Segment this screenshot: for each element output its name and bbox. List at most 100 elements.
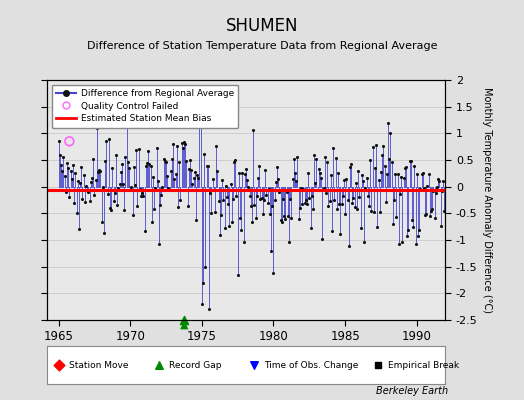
Point — [248, 219, 256, 225]
Point — [268, 203, 277, 209]
Point — [317, 175, 325, 181]
Point — [111, 190, 119, 196]
Point — [241, 171, 249, 177]
Point — [247, 203, 255, 209]
Point — [89, 156, 97, 162]
Point — [225, 223, 234, 230]
Point — [82, 183, 90, 189]
Point — [354, 168, 363, 174]
Point — [350, 195, 358, 201]
Point — [397, 173, 406, 180]
Point — [371, 165, 379, 171]
Point — [286, 196, 294, 202]
Point — [390, 197, 398, 203]
Point — [204, 163, 212, 170]
Point — [161, 158, 169, 164]
Point — [183, 203, 192, 209]
Point — [258, 211, 267, 218]
Point — [219, 197, 227, 203]
Point — [128, 212, 137, 218]
Point — [193, 172, 201, 178]
Point — [366, 157, 374, 164]
Point — [353, 206, 361, 212]
Point — [118, 160, 126, 167]
Point — [407, 158, 415, 164]
Point — [83, 187, 92, 194]
Point — [374, 177, 383, 184]
Point — [274, 176, 282, 182]
Point — [166, 187, 174, 193]
Point — [401, 165, 409, 171]
Point — [181, 141, 189, 148]
Point — [232, 193, 241, 200]
Point — [234, 272, 242, 278]
Point — [376, 209, 384, 216]
Point — [223, 194, 231, 200]
Point — [187, 167, 195, 173]
Point — [423, 183, 432, 189]
Point — [307, 225, 315, 231]
Point — [194, 175, 202, 182]
Point — [356, 224, 365, 231]
Point — [308, 193, 316, 200]
Point — [271, 179, 280, 185]
Point — [377, 168, 385, 175]
Point — [428, 206, 436, 212]
Point — [252, 214, 260, 221]
Point — [250, 202, 258, 208]
Point — [171, 171, 180, 178]
Point — [367, 208, 376, 214]
Point — [58, 168, 67, 174]
Point — [221, 225, 229, 231]
Y-axis label: Monthly Temperature Anomaly Difference (°C): Monthly Temperature Anomaly Difference (… — [482, 87, 492, 313]
Point — [103, 191, 112, 197]
Point — [76, 180, 84, 186]
Point — [321, 154, 329, 160]
Point — [380, 162, 389, 169]
Point — [150, 205, 158, 212]
Point — [63, 160, 71, 166]
Point — [299, 186, 308, 192]
Point — [170, 176, 179, 182]
Point — [207, 210, 215, 216]
Point — [97, 219, 106, 226]
Point — [189, 174, 198, 181]
Point — [65, 138, 73, 144]
Point — [139, 193, 148, 199]
Point — [218, 177, 226, 183]
Point — [129, 163, 138, 170]
Point — [126, 187, 135, 194]
Point — [342, 176, 351, 182]
Point — [363, 175, 371, 181]
Point — [257, 195, 266, 201]
Point — [152, 145, 161, 151]
Point — [59, 154, 68, 160]
Point — [427, 208, 435, 214]
Point — [244, 184, 253, 191]
Point — [188, 181, 196, 187]
Point — [279, 196, 287, 202]
Point — [301, 197, 310, 203]
Point — [348, 199, 356, 206]
Point — [124, 158, 132, 165]
Point — [265, 185, 273, 192]
Point — [78, 196, 86, 202]
Point — [72, 210, 81, 216]
Point — [304, 170, 312, 176]
Point — [433, 184, 441, 190]
Point — [237, 227, 245, 234]
Point — [191, 169, 199, 175]
Point — [172, 142, 181, 149]
Point — [185, 157, 194, 163]
Point — [62, 189, 70, 195]
Text: ▲: ▲ — [180, 320, 188, 330]
Text: SHUMEN: SHUMEN — [226, 17, 298, 35]
Point — [132, 147, 140, 154]
Point — [84, 189, 93, 196]
Point — [86, 179, 95, 186]
Point — [93, 125, 101, 132]
Point — [296, 205, 304, 212]
Point — [412, 171, 421, 177]
Point — [196, 114, 205, 120]
Point — [174, 204, 182, 211]
